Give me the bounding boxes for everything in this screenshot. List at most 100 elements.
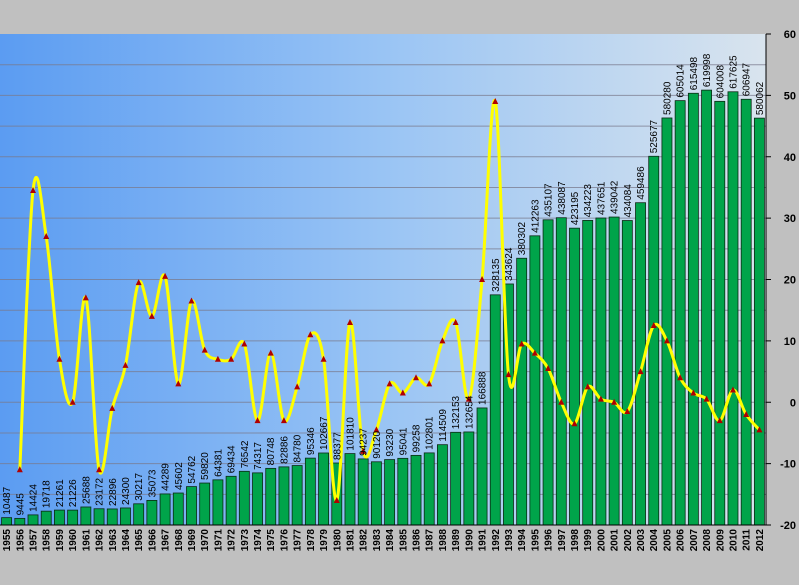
x-tick-label: 2003 — [636, 529, 647, 552]
x-tick-label: 2005 — [662, 529, 673, 552]
data-label-1957: 14424 — [29, 484, 40, 512]
x-tick-label: 1963 — [108, 529, 119, 552]
bar-1971 — [212, 479, 224, 526]
data-label-1994: 380302 — [517, 221, 528, 255]
data-label-1986: 99258 — [412, 424, 423, 452]
x-tick-label: 1998 — [570, 529, 581, 552]
right-tick-label: 60 — [784, 29, 796, 41]
x-tick-label: 2002 — [623, 529, 634, 552]
right-tick-label: 40 — [784, 152, 796, 164]
bar-1995 — [529, 235, 541, 526]
bar-1983 — [370, 461, 382, 526]
data-label-1966: 35073 — [147, 469, 158, 497]
line-marker-1988 — [439, 337, 446, 344]
data-label-1965: 30217 — [134, 473, 145, 501]
line-marker-1958 — [43, 233, 50, 240]
x-tick-label: 1985 — [398, 529, 409, 552]
bar-1959 — [54, 509, 65, 526]
line-marker-1964 — [122, 361, 129, 368]
line-marker-1972 — [228, 355, 235, 362]
line-marker-1989 — [452, 318, 459, 325]
data-label-1976: 82886 — [279, 436, 290, 464]
bar-1976 — [278, 466, 290, 526]
line-marker-2002 — [624, 407, 631, 414]
line-marker-1993 — [505, 371, 512, 378]
data-label-1974: 74317 — [253, 442, 264, 470]
bar-2001 — [608, 216, 620, 526]
x-tick-label: 1978 — [306, 529, 317, 552]
x-tick-label: 1974 — [253, 529, 264, 552]
bar-series — [1, 89, 765, 526]
data-labels: 10487 9445 14424 19718 21261 21226 25688 23172 2… — [2, 53, 766, 515]
x-tick-label: 2010 — [728, 529, 739, 552]
line-marker-1973 — [241, 340, 248, 347]
x-tick-label: 1979 — [319, 529, 330, 552]
data-label-1975: 80748 — [266, 437, 277, 465]
line-marker-2010 — [729, 386, 736, 393]
data-label-1989: 132153 — [451, 395, 462, 429]
data-label-1969: 54762 — [187, 455, 198, 483]
x-tick-label: 1968 — [174, 529, 185, 552]
line-marker-2000 — [597, 395, 604, 402]
line-marker-1981 — [346, 318, 353, 325]
x-tick-label: 1965 — [134, 529, 145, 552]
data-label-2000: 437651 — [596, 181, 607, 215]
line-marker-1957 — [30, 187, 37, 194]
x-tick-label: 1961 — [81, 529, 92, 552]
right-tick-label: -20 — [780, 520, 796, 532]
data-label-1984: 93230 — [385, 428, 396, 456]
bar-1987 — [423, 452, 435, 526]
bar-1960 — [67, 509, 79, 526]
line-marker-1990 — [465, 395, 472, 402]
data-label-1959: 21261 — [55, 479, 66, 507]
bar-1997 — [555, 217, 567, 526]
data-label-1973: 76542 — [240, 440, 251, 468]
line-marker-1969 — [188, 297, 195, 304]
x-tick-label: 2004 — [649, 529, 660, 552]
data-label-2009: 604008 — [715, 65, 726, 99]
right-tick-label: 10 — [784, 336, 796, 348]
right-tick-label: 20 — [784, 275, 796, 287]
line-marker-1992 — [492, 98, 499, 105]
line-marker-2006 — [677, 374, 684, 381]
x-tick-label: 1976 — [279, 529, 290, 552]
line-marker-2004 — [650, 322, 657, 329]
line-marker-1999 — [584, 383, 591, 390]
line-marker-1996 — [545, 364, 552, 371]
line-marker-1962 — [96, 466, 103, 473]
right-tick-label: 30 — [784, 213, 796, 225]
x-tick-label: 1960 — [68, 529, 79, 552]
x-tick-label: 1981 — [345, 529, 356, 552]
x-tick-label: 1997 — [557, 529, 568, 552]
x-tick-label: 1973 — [240, 529, 251, 552]
data-label-1956: 9445 — [15, 493, 26, 516]
bar-1970 — [199, 482, 211, 526]
x-tick-label: 2006 — [676, 529, 687, 552]
bar-1986 — [410, 454, 422, 526]
bar-1962 — [93, 508, 105, 526]
data-label-1988: 114509 — [438, 409, 449, 442]
data-label-2012: 580062 — [755, 81, 766, 115]
line-marker-2001 — [611, 398, 618, 405]
x-tick-label: 1989 — [451, 529, 462, 552]
line-marker-1956 — [16, 466, 23, 473]
data-label-1999: 434223 — [583, 184, 594, 218]
data-label-2002: 434084 — [623, 184, 634, 218]
line-marker-1975 — [267, 349, 274, 356]
data-label-2008: 619998 — [702, 53, 713, 87]
line-marker-1968 — [175, 380, 182, 387]
x-tick-label: 2001 — [610, 529, 621, 552]
bar-1955 — [1, 517, 13, 526]
x-tick-label: 1958 — [42, 529, 53, 552]
bar-1963 — [106, 508, 118, 526]
x-tick-label: 1996 — [544, 529, 555, 552]
line-marker-2012 — [756, 426, 763, 433]
bar-1984 — [384, 459, 396, 526]
line-marker-1971 — [214, 355, 221, 362]
line-marker-1970 — [201, 346, 208, 353]
data-label-2007: 615498 — [689, 56, 700, 90]
line-marker-1980 — [333, 496, 340, 503]
bar-1973 — [238, 470, 250, 526]
bar-1999 — [582, 220, 594, 526]
